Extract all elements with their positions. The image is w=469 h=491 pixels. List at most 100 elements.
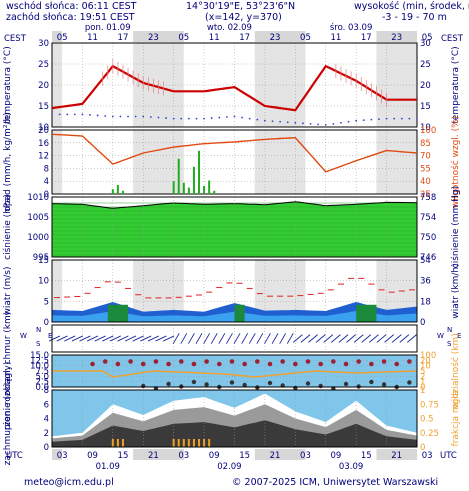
- cloud-top-dot: [90, 361, 95, 367]
- pressure-axis-label: ciśnienie (hPa): [2, 194, 13, 260]
- cloud-area-low: [52, 420, 417, 447]
- day-label: śro. 03.09: [330, 22, 373, 33]
- wind-direction-arrow: [203, 333, 211, 344]
- cloud-top-dot: [293, 361, 298, 367]
- wind-direction-arrow: [109, 335, 121, 342]
- time-night-band: [376, 31, 417, 42]
- wind-direction-arrow: [376, 334, 387, 343]
- dewpoint-point: [400, 117, 403, 120]
- precip-bar: [172, 181, 175, 194]
- dewpoint-point: [264, 119, 266, 122]
- cloud-top-dot: [255, 359, 260, 364]
- dewpoint-point: [233, 115, 236, 118]
- fog-bar: [172, 439, 175, 447]
- wind-direction-arrow: [218, 333, 226, 344]
- precip-tick: 20: [38, 126, 49, 136]
- wind-direction-arrow: [155, 335, 167, 342]
- temperature-axis-label: temperatura (°C): [3, 46, 13, 123]
- dewpoint-point: [111, 115, 114, 118]
- dewpoint-point: [149, 116, 152, 118]
- dewpoint-point: [248, 117, 251, 120]
- pressure-tick: 1010: [27, 193, 49, 203]
- compass-letter: N: [36, 326, 41, 334]
- wind-direction-arrow: [256, 333, 264, 344]
- wind-strong-area: [107, 304, 129, 322]
- sunset-text: zachód słońca: 19:51 CEST: [6, 12, 135, 23]
- cloud-base-dot: [343, 381, 349, 387]
- cloudbase-tick: 10.0: [30, 362, 49, 372]
- cloud-base-dot: [204, 382, 209, 387]
- fog-bar: [187, 439, 190, 447]
- cloud-top-dot: [178, 359, 184, 364]
- temperature-axis-label-right: temperatura (°C): [451, 46, 461, 123]
- visibility-axis-label: widzialność (km): [450, 333, 461, 409]
- humidity-line: [51, 133, 418, 173]
- footer-email[interactable]: meteo@icm.edu.pl: [24, 477, 114, 488]
- wind-direction-arrow: [226, 333, 233, 344]
- wind-direction-arrow: [384, 334, 395, 343]
- pressure-mmhg-tick: 750: [420, 233, 436, 243]
- cloud-base-dot: [267, 380, 273, 386]
- precip-bar: [121, 190, 124, 194]
- cloud-top-dot: [394, 361, 400, 367]
- dewpoint-point: [142, 115, 145, 118]
- cloud-top-dot: [216, 361, 222, 367]
- precip-bar: [111, 189, 114, 194]
- wind-kmh-tick: 36: [420, 277, 431, 287]
- precip-bar: [187, 187, 190, 194]
- wind-direction-arrow: [292, 334, 303, 343]
- dewpoint-point: [51, 113, 53, 116]
- precip-bar: [116, 185, 119, 194]
- wind-direction-arrow: [407, 334, 417, 343]
- compass-letter-right: E: [457, 332, 461, 340]
- precip-tick: 4: [44, 177, 49, 187]
- cloud-tick: 2: [44, 429, 49, 439]
- precip-axis-label: opad (mm/h, kg/m²/h): [3, 112, 13, 211]
- night-band: [133, 130, 184, 194]
- dewpoint-point: [317, 123, 320, 126]
- dewpoint-point: [302, 122, 304, 125]
- cloud-base-dot: [191, 379, 197, 385]
- wind-tick: 5: [44, 297, 49, 307]
- fog-bar: [182, 439, 185, 447]
- dewpoint-point: [127, 115, 129, 118]
- wind-direction-arrow: [279, 333, 287, 344]
- wind-direction-arrow: [48, 335, 61, 342]
- dewpoint-point: [378, 118, 380, 121]
- bottom-hour-label: 09: [87, 451, 98, 461]
- top-hour-label: 11: [87, 33, 98, 43]
- humidity-tick: 85: [420, 139, 431, 149]
- wind-direction-arrow: [346, 334, 356, 343]
- precip-bar: [177, 158, 180, 194]
- wind-direction-arrow: [172, 333, 180, 344]
- panel-frame: [51, 354, 418, 388]
- panel-frame: [51, 129, 418, 195]
- temperature-tick: 25: [38, 60, 49, 70]
- top-hour-label: 23: [391, 33, 402, 43]
- precip-bar: [198, 150, 201, 194]
- cloud-top-dot: [356, 359, 362, 364]
- time-night-band-bottom: [133, 449, 184, 460]
- night-band: [52, 130, 63, 194]
- cloud-base-dot: [407, 380, 412, 385]
- bottom-hour-label: 09: [209, 451, 220, 461]
- visibility-tick: 100: [420, 351, 436, 361]
- cloud-top-dot: [140, 361, 146, 367]
- top-hour-label: 05: [300, 33, 311, 43]
- top-hour-label: 05: [57, 33, 68, 43]
- pressure-mmhg-label: ciśnienie (mm Hg): [450, 186, 461, 268]
- cloud-top-dot: [343, 361, 349, 367]
- direction-bg: [52, 325, 417, 352]
- cloud-tick: 6: [44, 400, 49, 410]
- top-hour-label: 23: [148, 33, 159, 43]
- time-night-band-bottom: [376, 449, 417, 460]
- temperature-tick-right: 10: [420, 123, 431, 133]
- precip-bar: [192, 166, 195, 194]
- dewpoint-point: [119, 115, 122, 118]
- wind-direction-arrow: [117, 335, 129, 342]
- precip-bar: [203, 186, 206, 194]
- wind-direction-arrow: [361, 334, 372, 343]
- wind-direction-arrow: [210, 333, 218, 344]
- panel-frame: [51, 324, 418, 353]
- cloud-top-dot: [229, 359, 235, 364]
